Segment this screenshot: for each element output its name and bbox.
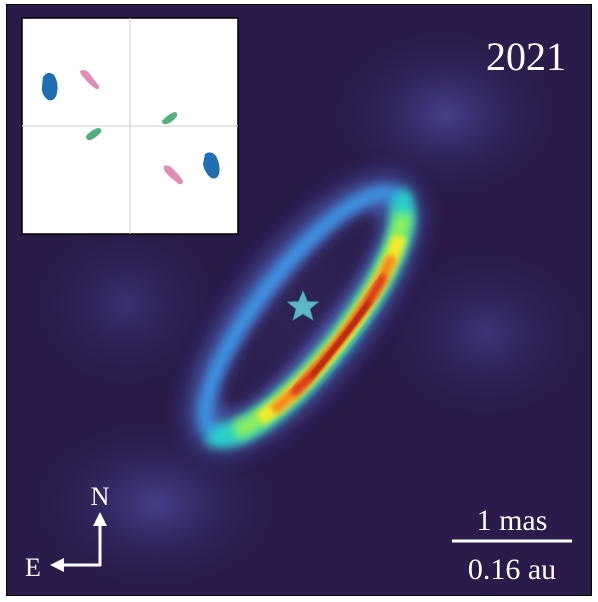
scale-bar: 1 mas 0.16 au bbox=[452, 504, 572, 586]
image-canvas: 2021 N E 1 mas 0.16 au bbox=[6, 4, 592, 596]
frame-border bbox=[6, 4, 592, 596]
image-figure: 2021 N E 1 mas 0.16 au bbox=[6, 4, 592, 596]
inset-blob-blue bbox=[203, 152, 220, 179]
inset-blob-green bbox=[86, 128, 102, 141]
inset-blob-pink bbox=[80, 70, 100, 90]
inset-blob-green bbox=[162, 112, 178, 125]
inset-blob-blue bbox=[41, 72, 58, 101]
star-icon bbox=[286, 289, 320, 321]
inset-blob-pink bbox=[163, 165, 183, 185]
arrow-up-icon bbox=[93, 512, 107, 526]
scale-bar-top-label: 1 mas bbox=[477, 504, 548, 537]
compass-east-label: E bbox=[25, 553, 41, 582]
inset-panel bbox=[21, 17, 239, 235]
compass-north-label: N bbox=[91, 482, 110, 511]
scale-bar-bottom-label: 0.16 au bbox=[468, 553, 556, 586]
compass: N E bbox=[25, 482, 110, 582]
arrow-left-icon bbox=[50, 558, 64, 572]
epoch-label: 2021 bbox=[486, 34, 566, 79]
